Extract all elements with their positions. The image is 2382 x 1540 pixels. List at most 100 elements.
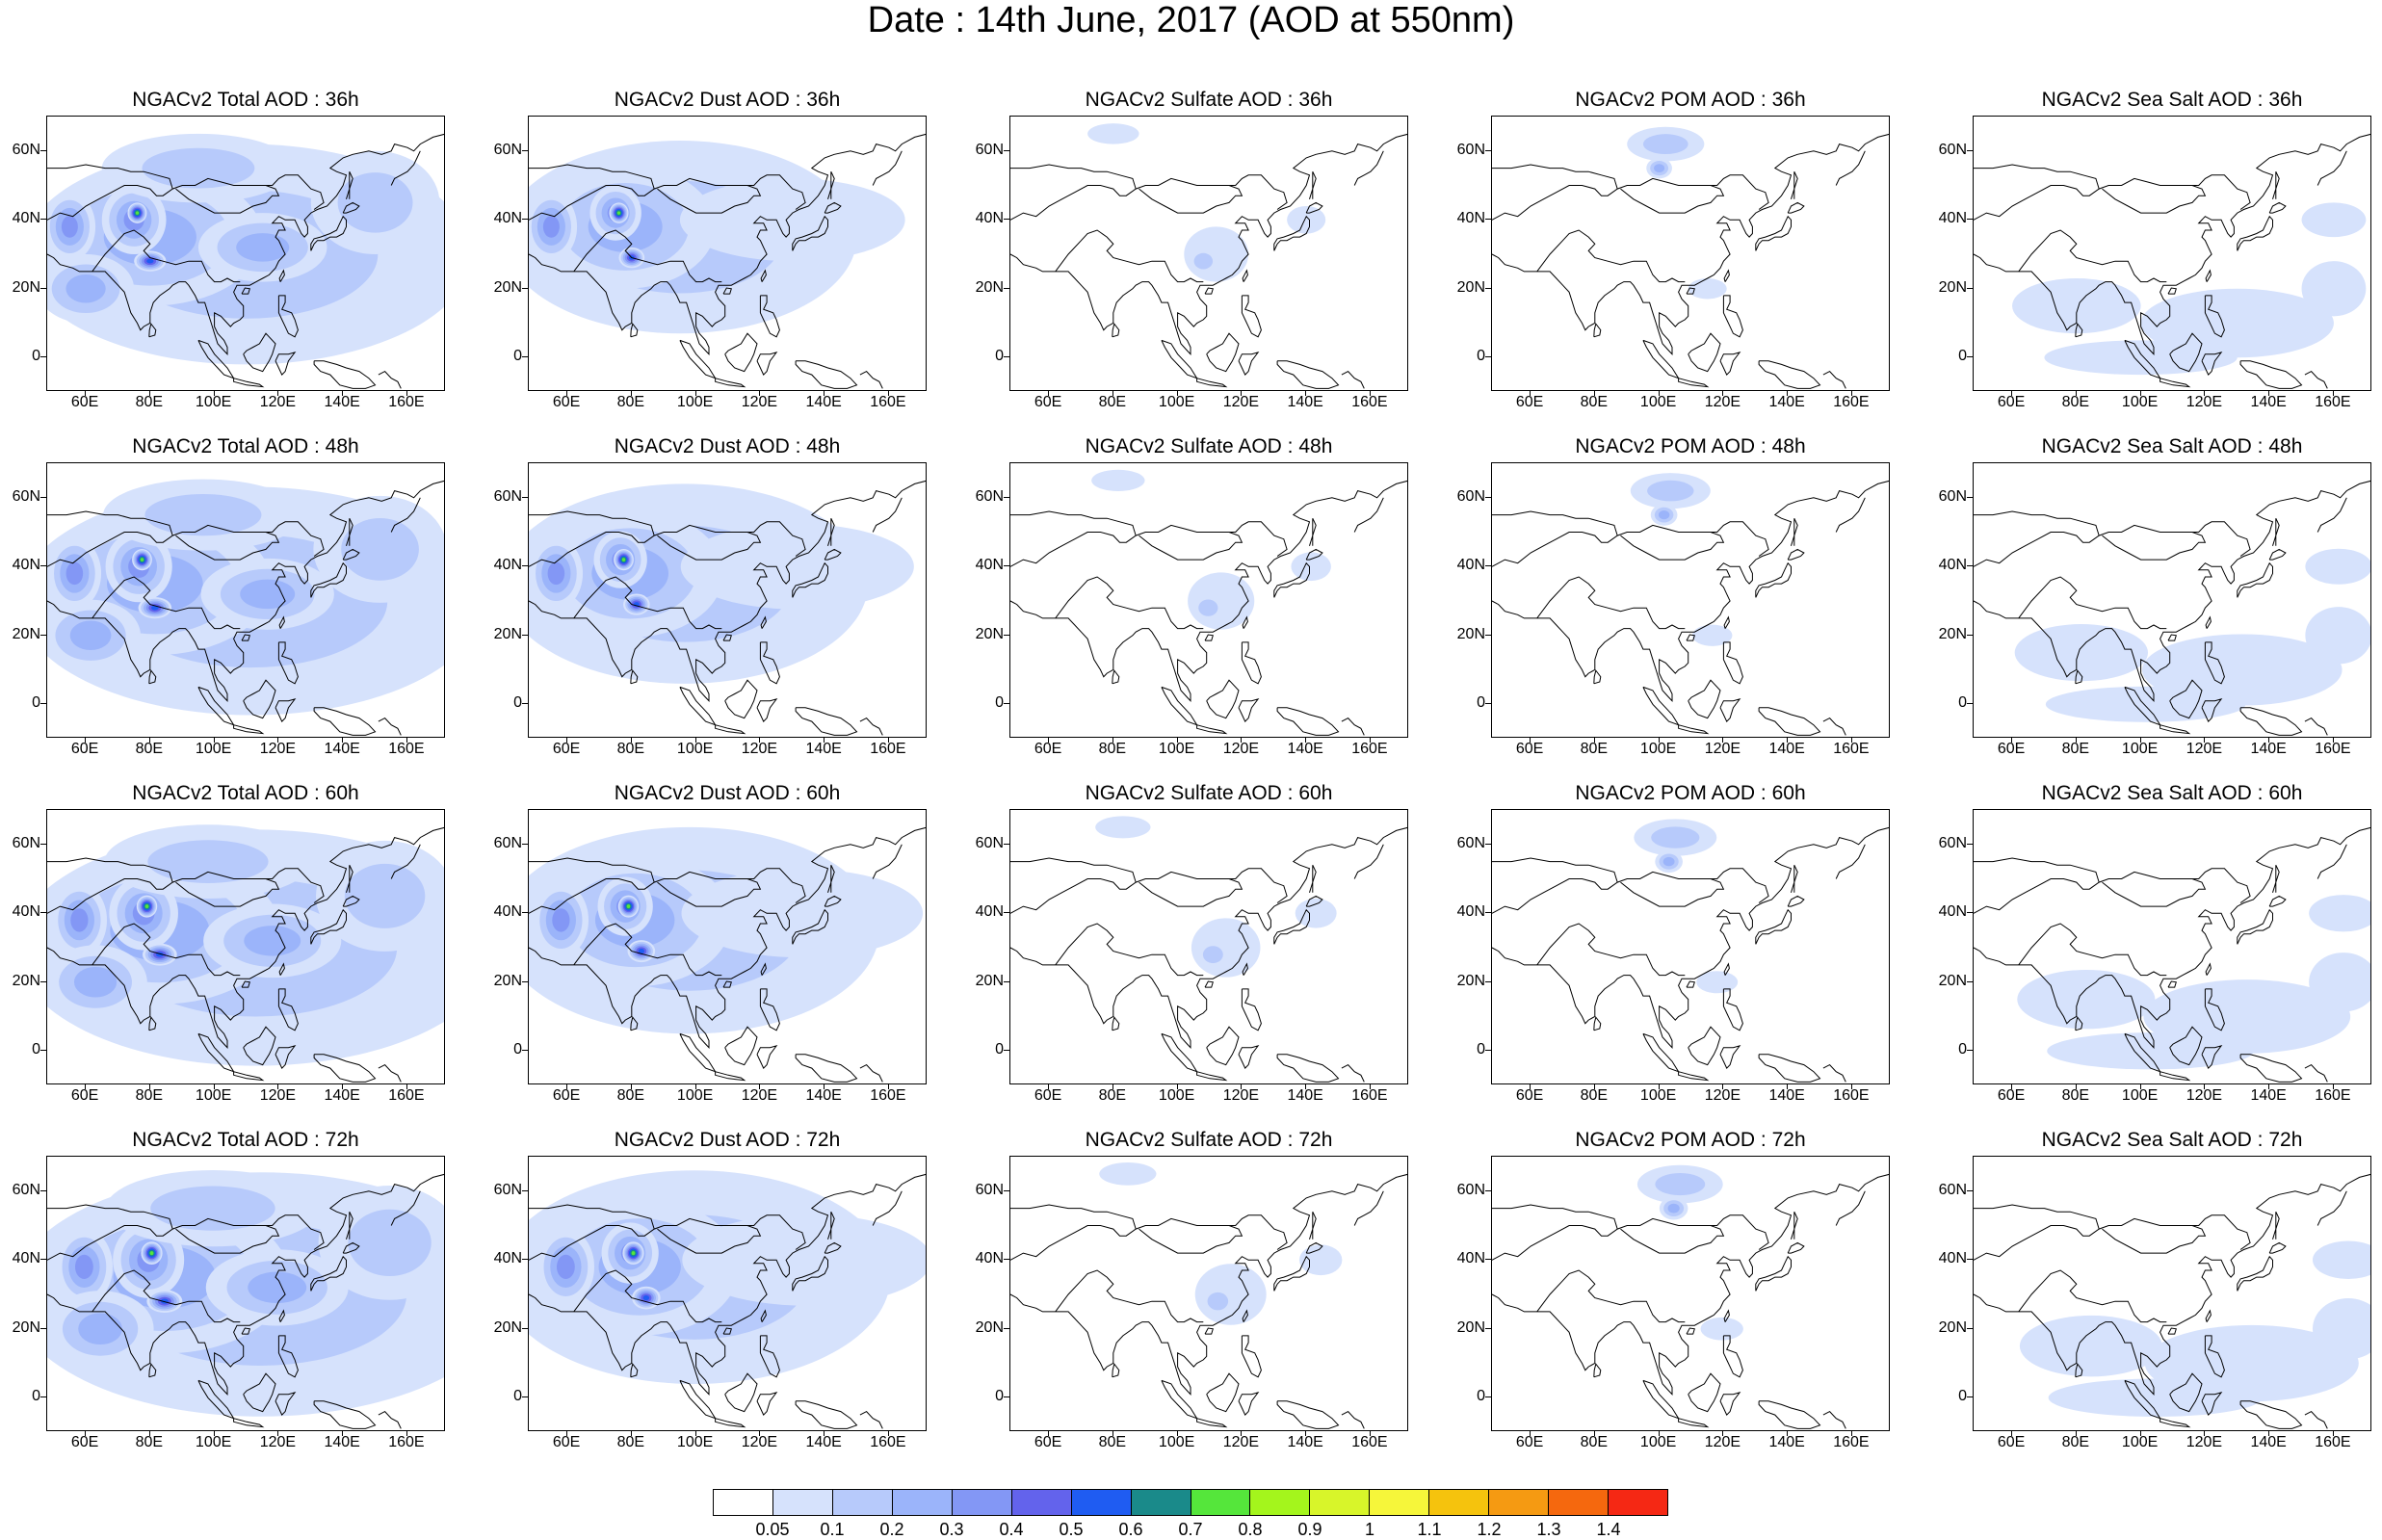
lon-tick-label: 160E (870, 1087, 906, 1104)
lon-tick (1241, 1083, 1243, 1089)
lon-tick (824, 390, 825, 396)
lon-tick (1048, 1430, 1050, 1436)
lat-tick-label: 0 (1958, 694, 1967, 712)
lat-tick-label: 0 (995, 694, 1004, 712)
lon-tick (2332, 1083, 2334, 1089)
lat-tick (1967, 843, 1973, 845)
lon-tick (1112, 1430, 1113, 1436)
lon-tick-label: 160E (2315, 741, 2351, 757)
lon-tick (1722, 1083, 1724, 1089)
lon-tick (213, 737, 215, 743)
lon-tick-label: 80E (616, 1434, 645, 1450)
lat-tick (40, 287, 46, 289)
lon-tick (630, 1083, 632, 1089)
aod-contour (621, 558, 626, 561)
aod-contour (1667, 1203, 1680, 1214)
lon-tick-label: 140E (324, 1434, 360, 1450)
lat-tick (40, 496, 46, 498)
lon-tick-label: 60E (70, 741, 99, 757)
lon-tick (2268, 737, 2270, 743)
map-panel-dust: NGACv2 Dust AOD : 36h 60N 40N 20N 0 60E 80E 100… (484, 87, 965, 410)
aod-map (1009, 809, 1408, 1084)
lat-tick (1967, 1396, 1973, 1398)
aod-contour (135, 211, 140, 215)
aod-contour (1091, 469, 1145, 491)
map-panel-pom: NGACv2 POM AOD : 72h 60N 40N 20N 0 60E 80E 100E… (1447, 1127, 1928, 1450)
lon-tick (887, 1430, 889, 1436)
lon-tick (566, 1083, 568, 1089)
lon-tick-label: 60E (1997, 741, 2026, 757)
panel-title: NGACv2 Total AOD : 48h (132, 435, 359, 457)
lat-tick-label: 0 (1477, 1388, 1485, 1405)
lon-tick (1593, 1083, 1595, 1089)
lat-tick-label: 40N (12, 903, 40, 921)
aod-field (1492, 819, 1889, 1083)
aod-contour (1691, 624, 1733, 646)
aod-contour (146, 258, 154, 264)
coastline (47, 1173, 444, 1429)
lon-tick-label: 120E (1704, 394, 1741, 410)
lat-tick (1004, 980, 1009, 982)
lon-tick (2011, 1083, 2013, 1089)
lon-tick-label: 60E (1515, 394, 1544, 410)
aod-contour (1095, 816, 1151, 839)
aod-contour (1298, 1244, 1343, 1276)
lat-tick-label: 40N (12, 210, 40, 227)
panel-title: NGACv2 Sea Salt AOD : 48h (2041, 435, 2303, 457)
lat-tick-label: 40N (1938, 557, 1967, 574)
colorbar-swatch (1489, 1490, 1550, 1515)
aod-contour (2014, 623, 2149, 682)
lon-tick (1369, 1430, 1371, 1436)
aod-map (528, 809, 927, 1084)
colorbar-label: 0.4 (999, 1520, 1024, 1539)
lon-tick-label: 60E (1997, 1087, 2026, 1104)
lon-tick (2268, 1430, 2270, 1436)
lon-tick (2204, 1083, 2206, 1089)
lon-tick-label: 120E (259, 741, 297, 757)
lat-tick-label: 20N (1938, 972, 1967, 989)
colorbar-swatch (952, 1490, 1012, 1515)
lon-tick-label: 120E (1222, 1087, 1260, 1104)
lon-tick-label: 80E (2061, 1087, 2090, 1104)
panel-title: NGACv2 Dust AOD : 72h (614, 1129, 841, 1151)
aod-contour (1651, 826, 1700, 848)
lon-tick (1530, 1083, 1531, 1089)
aod-field (1974, 1173, 2370, 1429)
panel-title: NGACv2 Sulfate AOD : 48h (1085, 435, 1333, 457)
lon-tick (694, 1083, 696, 1089)
lon-tick-label: 160E (2315, 1434, 2351, 1450)
aod-contour (616, 211, 621, 215)
aod-contour (1087, 123, 1139, 144)
lat-tick (1004, 1259, 1009, 1261)
map-panel-total: NGACv2 Total AOD : 60h 60N 40N 20N 0 60E 80E 10… (2, 780, 484, 1104)
aod-map (1973, 116, 2371, 391)
lon-tick (342, 1430, 344, 1436)
aod-contour (78, 1313, 122, 1345)
lon-tick-label: 140E (805, 394, 842, 410)
lat-tick (522, 287, 528, 289)
lon-tick-label: 140E (2250, 1087, 2287, 1104)
lat-tick (40, 1259, 46, 1261)
aod-contour (2045, 686, 2246, 722)
lat-tick-label: 0 (32, 1041, 40, 1058)
lon-tick-label: 100E (195, 1434, 232, 1450)
colorbar-label: 0.1 (820, 1520, 845, 1539)
aod-contour (547, 561, 565, 586)
aod-field (529, 133, 926, 389)
lon-tick-label: 60E (552, 741, 581, 757)
lat-tick (1485, 219, 1491, 221)
lon-tick-label: 60E (1034, 741, 1062, 757)
lon-tick (2075, 1430, 2077, 1436)
lon-tick (1722, 1430, 1724, 1436)
aod-contour (2312, 1298, 2370, 1360)
lat-tick-label: 0 (513, 694, 522, 712)
map-panel-dust: NGACv2 Dust AOD : 60h 60N 40N 20N 0 60E 80E 100… (484, 780, 965, 1104)
lon-tick (824, 737, 825, 743)
coastline (1492, 826, 1889, 1083)
lat-tick-label: 0 (995, 1388, 1004, 1405)
aod-field (1492, 126, 1889, 389)
lon-tick-label: 120E (259, 1434, 297, 1450)
lon-tick-label: 60E (70, 394, 99, 410)
aod-contour (140, 558, 144, 561)
aod-contour (1658, 510, 1670, 520)
